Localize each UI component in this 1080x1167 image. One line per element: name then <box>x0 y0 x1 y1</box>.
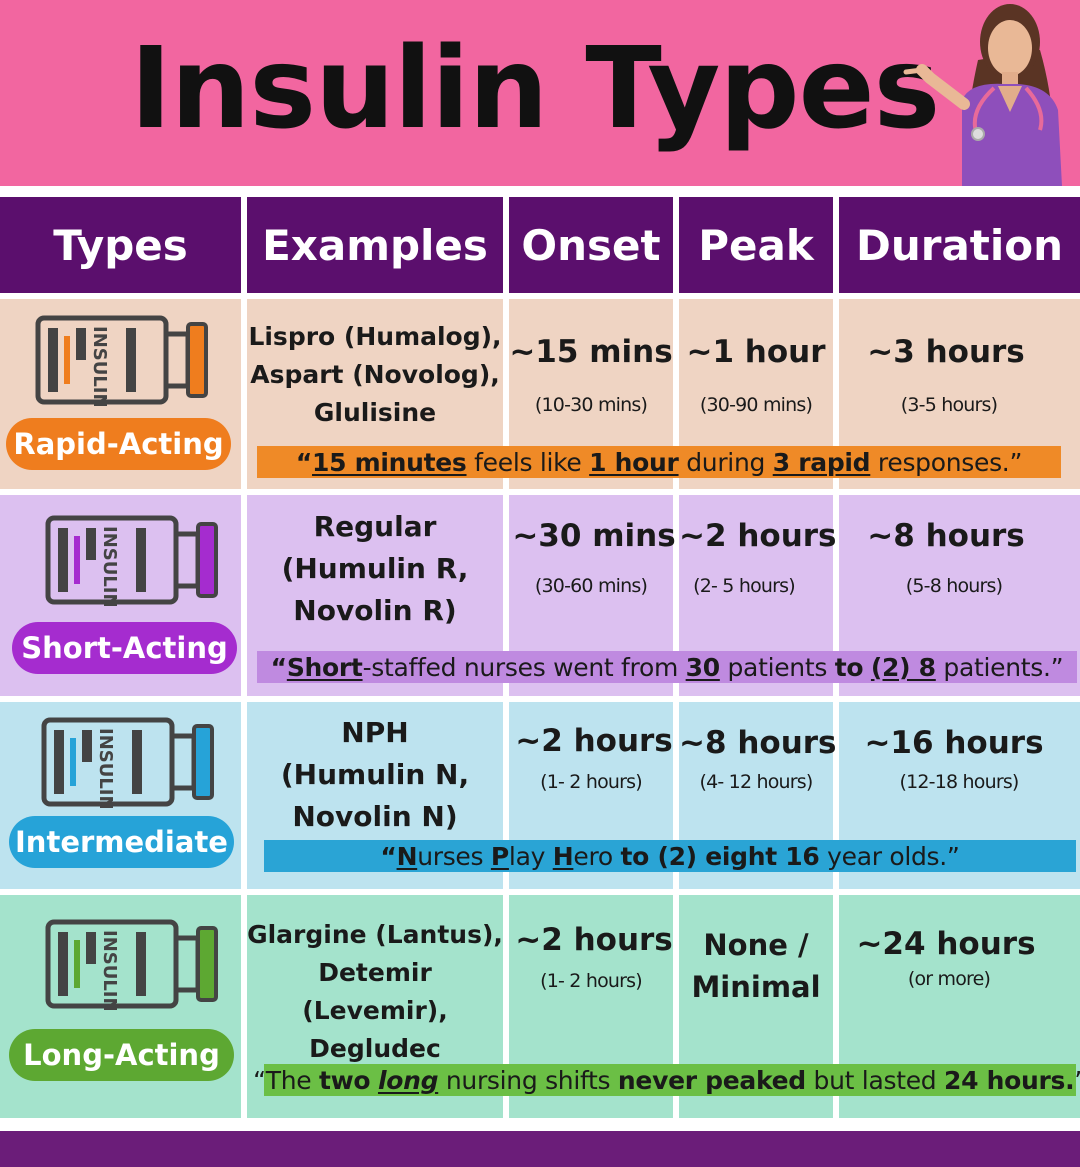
examples-short-acting: Regular (Humulin R, Novolin R) <box>281 510 469 627</box>
type-badge-long-acting: Long-Acting <box>9 1029 234 1081</box>
mnemonic-short-acting: “Short -staffed nurses went from 30 patie… <box>257 651 1077 683</box>
title-banner: Insulin Types <box>0 0 1080 186</box>
type-badge-intermediate: Intermediate <box>9 816 234 868</box>
peak-range-rapid-acting: (30-90 mins) <box>699 394 813 416</box>
footer-bar <box>0 1131 1080 1167</box>
mnemonic-long-acting: “The two long nursing shifts never peake… <box>253 1064 1080 1096</box>
svg-text:INSULIN: INSULIN <box>89 326 110 406</box>
column-header-types: Types <box>0 197 241 293</box>
duration-long-acting: ~24 hours <box>856 926 1036 962</box>
examples-intermediate: NPH (Humulin N, Novolin N) <box>280 716 470 833</box>
onset-long-acting: ~2 hours <box>515 922 673 958</box>
peak-range-short-acting: (2- 5 hours) <box>693 575 796 597</box>
duration-intermediate: ~16 hours <box>864 725 1044 761</box>
svg-text:INSULIN: INSULIN <box>95 728 116 808</box>
page-title: Insulin Types <box>130 24 940 154</box>
examples-long-acting: Glargine (Lantus), Detemir (Levemir), De… <box>247 920 503 1063</box>
peak-intermediate: ~8 hours <box>679 725 837 761</box>
onset-rapid-acting: ~15 mins <box>509 334 673 370</box>
column-header-duration: Duration <box>839 197 1080 293</box>
peak-rapid-acting: ~1 hour <box>686 334 826 370</box>
insulin-vial-icon: INSULIN <box>45 515 218 606</box>
svg-text:INSULIN: INSULIN <box>99 526 120 606</box>
duration-range-intermediate: (12-18 hours) <box>899 771 1019 793</box>
insulin-vial-icon: INSULIN <box>45 919 218 1010</box>
onset-intermediate: ~2 hours <box>515 723 673 759</box>
peak-range-intermediate: (4- 12 hours) <box>699 771 813 793</box>
duration-range-long-acting: (or more) <box>907 968 991 990</box>
onset-range-short-acting: (30-60 mins) <box>534 575 648 597</box>
mnemonic-rapid-acting: “15 minutes feels like 1 hour during 3 r… <box>257 446 1061 478</box>
duration-rapid-acting: ~3 hours <box>867 334 1025 370</box>
column-header-examples: Examples <box>247 197 503 293</box>
peak-long-acting: None / Minimal <box>691 928 821 1004</box>
svg-text:INSULIN: INSULIN <box>99 930 120 1010</box>
type-badge-rapid-acting: Rapid-Acting <box>6 418 231 470</box>
type-badge-short-acting: Short-Acting <box>12 622 237 674</box>
insulin-vial-icon: INSULIN <box>35 315 208 406</box>
examples-rapid-acting: Lispro (Humalog), Aspart (Novolog), Glul… <box>248 322 502 427</box>
duration-range-short-acting: (5-8 hours) <box>905 575 1003 597</box>
duration-short-acting: ~8 hours <box>867 518 1025 554</box>
nurse-photo <box>903 4 1062 186</box>
column-header-peak: Peak <box>679 197 833 293</box>
insulin-vial-icon: INSULIN <box>41 717 214 808</box>
onset-range-intermediate: (1- 2 hours) <box>540 771 643 793</box>
onset-range-rapid-acting: (10-30 mins) <box>534 394 648 416</box>
onset-range-long-acting: (1- 2 hours) <box>540 970 643 992</box>
column-header-onset: Onset <box>509 197 673 293</box>
onset-short-acting: ~30 mins <box>512 518 676 554</box>
peak-short-acting: ~2 hours <box>679 518 837 554</box>
duration-range-rapid-acting: (3-5 hours) <box>900 394 998 416</box>
